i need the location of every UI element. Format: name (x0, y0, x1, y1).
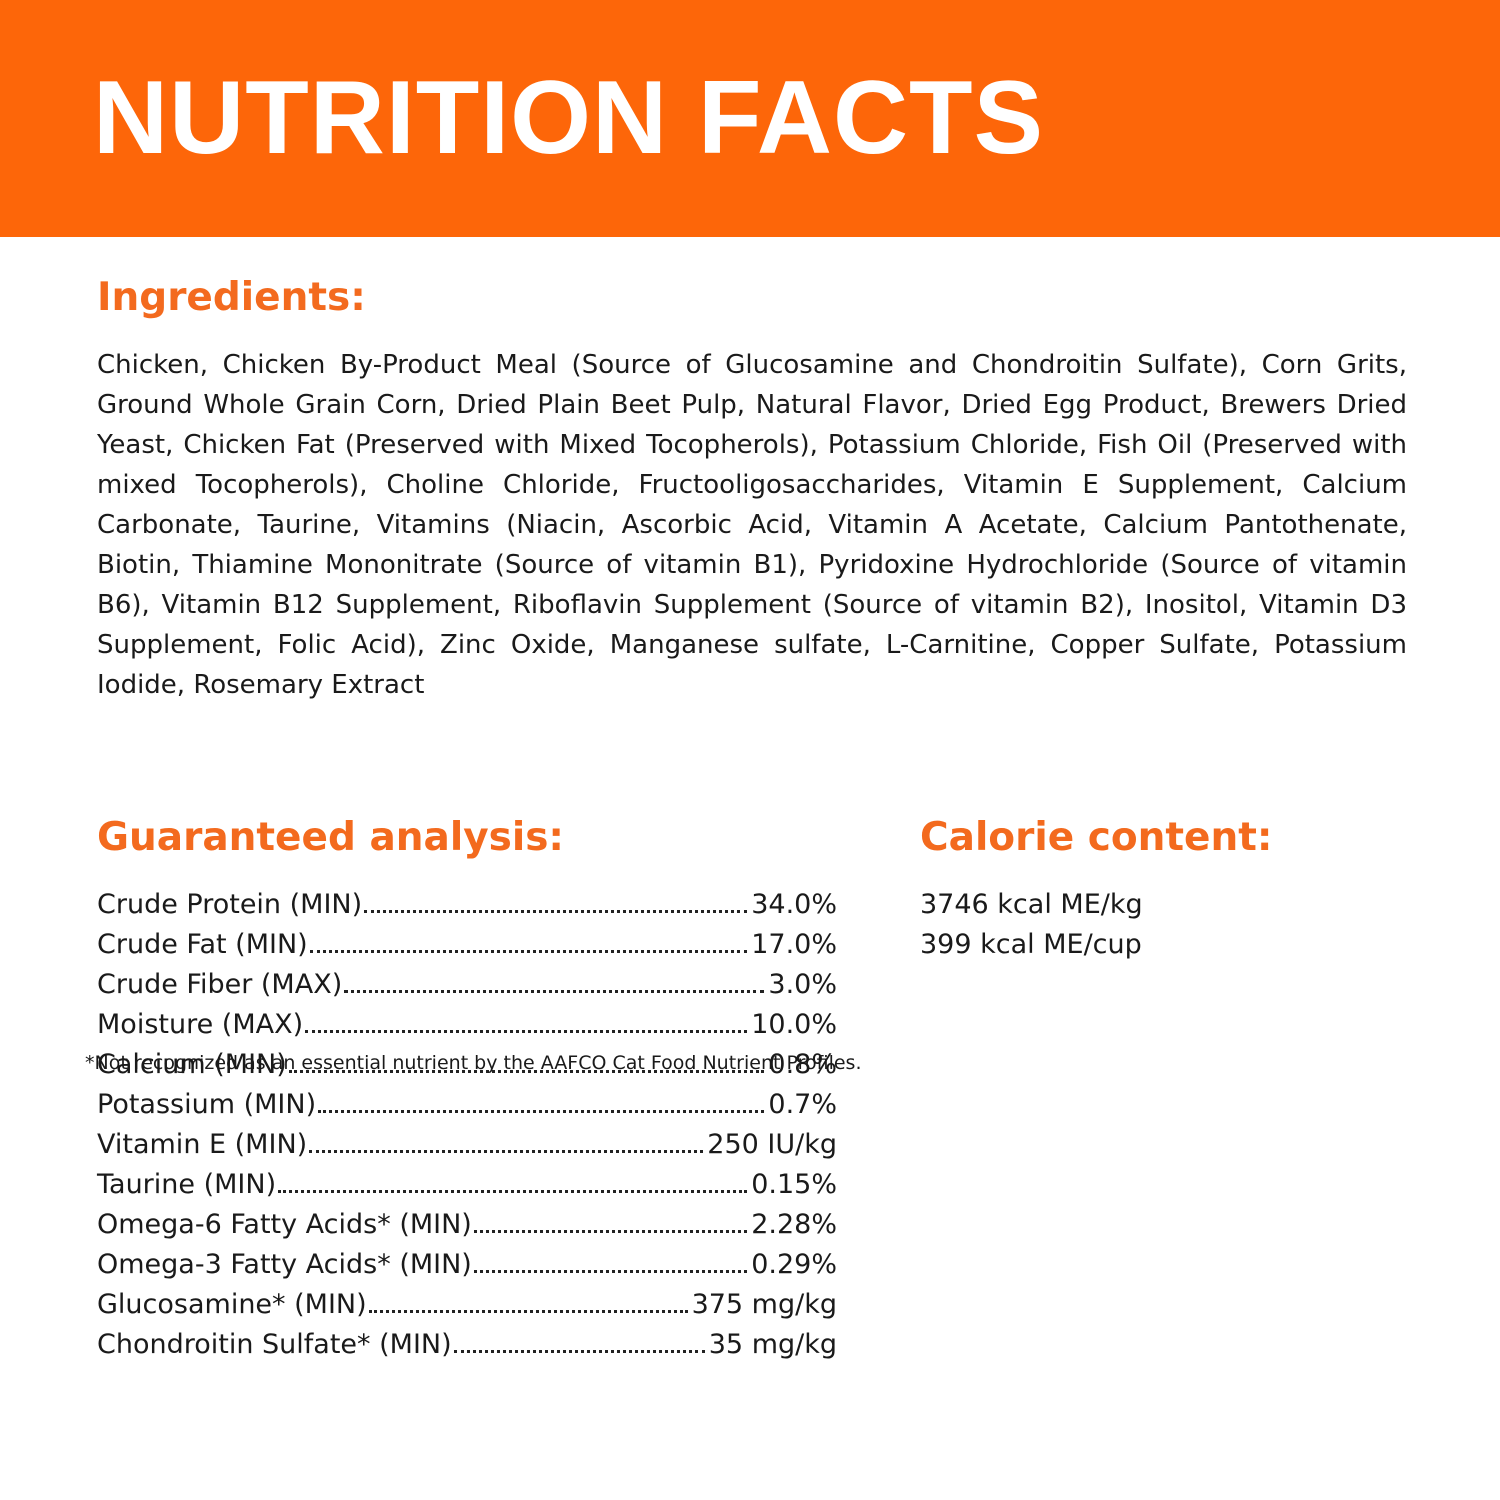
calorie-line: 399 kcal ME/cup (920, 929, 1142, 960)
footnote: *Not recognized as an essential nutrient… (85, 1052, 862, 1074)
analysis-row: Vitamin E (MIN) 250 IU/kg (97, 1125, 837, 1165)
nutrient-value: 0.7% (768, 1089, 837, 1120)
ingredients-text: Chicken, Chicken By-Product Meal (Source… (97, 350, 1407, 700)
ingredients-heading: Ingredients: (97, 275, 366, 320)
analysis-row: Omega-6 Fatty Acids* (MIN) 2.28% (97, 1205, 837, 1245)
nutrient-value: 3.0% (768, 969, 837, 1000)
analysis-row: Potassium (MIN) 0.7% (97, 1085, 837, 1125)
analysis-row: Glucosamine* (MIN) 375 mg/kg (97, 1285, 837, 1325)
nutrient-name: Omega-3 Fatty Acids* (MIN) (97, 1249, 472, 1280)
dot-leader (309, 1150, 704, 1153)
nutrient-value: 250 IU/kg (707, 1129, 837, 1160)
calorie-list: 3746 kcal ME/kg 399 kcal ME/cup (920, 885, 1143, 965)
analysis-row: Chondroitin Sulfate* (MIN) 35 mg/kg (97, 1325, 837, 1365)
dot-leader (453, 1350, 705, 1353)
page-title: NUTRITION FACTS (93, 60, 1044, 176)
analysis-heading: Guaranteed analysis: (97, 815, 565, 860)
dot-leader (473, 1230, 748, 1233)
analysis-row: Omega-3 Fatty Acids* (MIN) 0.29% (97, 1245, 837, 1285)
nutrient-name: Glucosamine* (MIN) (97, 1289, 367, 1320)
dot-leader (305, 1030, 748, 1033)
dot-leader (344, 990, 765, 993)
nutrient-value: 10.0% (751, 1009, 837, 1040)
dot-leader (278, 1190, 748, 1193)
analysis-row: Crude Protein (MIN) 34.0% (97, 885, 837, 925)
analysis-row: Taurine (MIN) 0.15% (97, 1165, 837, 1205)
analysis-list: Crude Protein (MIN) 34.0% Crude Fat (MIN) 1… (97, 885, 837, 1365)
nutrient-name: Omega-6 Fatty Acids* (MIN) (97, 1209, 472, 1240)
nutrient-name: Crude Fiber (MAX) (97, 969, 343, 1000)
dot-leader (309, 950, 748, 953)
nutrient-name: Chondroitin Sulfate* (MIN) (97, 1329, 452, 1360)
calorie-line: 3746 kcal ME/kg (920, 889, 1143, 920)
nutrient-name: Taurine (MIN) (97, 1169, 277, 1200)
nutrient-name: Calcium (MIN) (97, 1049, 287, 1080)
analysis-row: Crude Fiber (MAX) 3.0% (97, 965, 837, 1005)
dot-leader (288, 1070, 765, 1073)
nutrient-name: Crude Fat (MIN) (97, 929, 308, 960)
nutrient-name: Crude Protein (MIN) (97, 889, 363, 920)
calorie-heading: Calorie content: (920, 815, 1273, 860)
dot-leader (473, 1270, 748, 1273)
nutrient-value: 35 mg/kg (708, 1329, 837, 1360)
analysis-row: Moisture (MAX) 10.0% (97, 1005, 837, 1045)
nutrient-value: 0.29% (751, 1249, 837, 1280)
nutrient-value: 375 mg/kg (691, 1289, 837, 1320)
nutrient-value: 0.15% (751, 1169, 837, 1200)
nutrient-name: Moisture (MAX) (97, 1009, 304, 1040)
nutrient-name: Vitamin E (MIN) (97, 1129, 308, 1160)
nutrient-value: 2.28% (751, 1209, 837, 1240)
dot-leader (368, 1310, 688, 1313)
nutrient-name: Potassium (MIN) (97, 1089, 317, 1120)
analysis-row: Crude Fat (MIN) 17.0% (97, 925, 837, 965)
nutrient-value: 34.0% (751, 889, 837, 920)
analysis-row: Calcium (MIN) 0.8% (97, 1045, 837, 1085)
nutrient-value: 0.8% (768, 1049, 837, 1080)
dot-leader (364, 910, 748, 913)
dot-leader (318, 1110, 765, 1113)
nutrient-value: 17.0% (751, 929, 837, 960)
header-banner: NUTRITION FACTS (0, 0, 1500, 237)
